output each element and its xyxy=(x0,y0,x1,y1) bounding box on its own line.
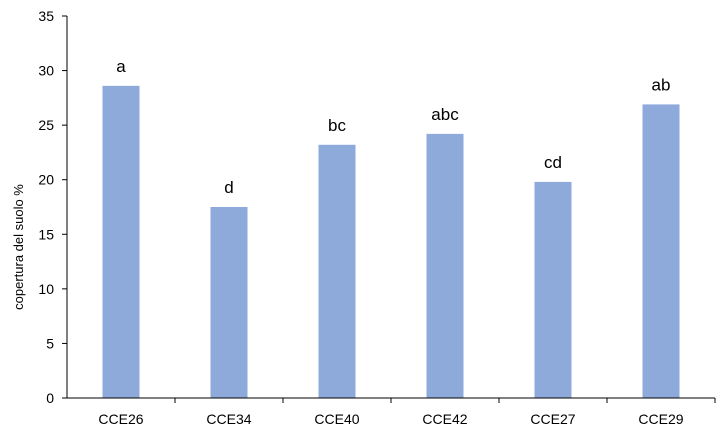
y-tick-label: 25 xyxy=(38,117,54,133)
x-category-label: CCE42 xyxy=(422,411,467,427)
x-category-label: CCE29 xyxy=(638,411,683,427)
y-axis-ticks: 0 5 10 15 20 25 30 35 xyxy=(38,8,67,406)
y-tick-label: 30 xyxy=(38,63,54,79)
bar-cce42 xyxy=(426,133,464,399)
bar-significance-label: a xyxy=(116,57,126,76)
y-tick-label: 5 xyxy=(46,335,54,351)
bar-cce27 xyxy=(534,181,572,398)
bar-cce40 xyxy=(318,144,356,398)
y-tick-label: 20 xyxy=(38,172,54,188)
bar-significance-label: d xyxy=(224,178,233,197)
bar-cce29 xyxy=(642,104,680,399)
bar-series xyxy=(102,85,680,399)
x-category-label: CCE40 xyxy=(314,411,359,427)
y-tick-label: 15 xyxy=(38,226,54,242)
x-category-label: CCE27 xyxy=(530,411,575,427)
x-category-label: CCE26 xyxy=(98,411,143,427)
y-axis-title: copertura del suolo % xyxy=(11,184,26,310)
y-tick-label: 0 xyxy=(46,390,54,406)
x-axis-category-labels: CCE26 CCE34 CCE40 CCE42 CCE27 CCE29 xyxy=(98,398,716,427)
y-tick-label: 35 xyxy=(38,8,54,24)
bar-cce34 xyxy=(210,207,248,398)
x-category-label: CCE34 xyxy=(206,411,251,427)
bar-significance-label: ab xyxy=(652,75,671,94)
bar-significance-label: cd xyxy=(544,153,562,172)
bar-significance-label: abc xyxy=(431,105,459,124)
bar-significance-label: bc xyxy=(328,116,346,135)
bar-cce26 xyxy=(102,85,140,398)
bar-data-labels: a d bc abc cd ab xyxy=(116,57,670,197)
y-tick-label: 10 xyxy=(38,281,54,297)
